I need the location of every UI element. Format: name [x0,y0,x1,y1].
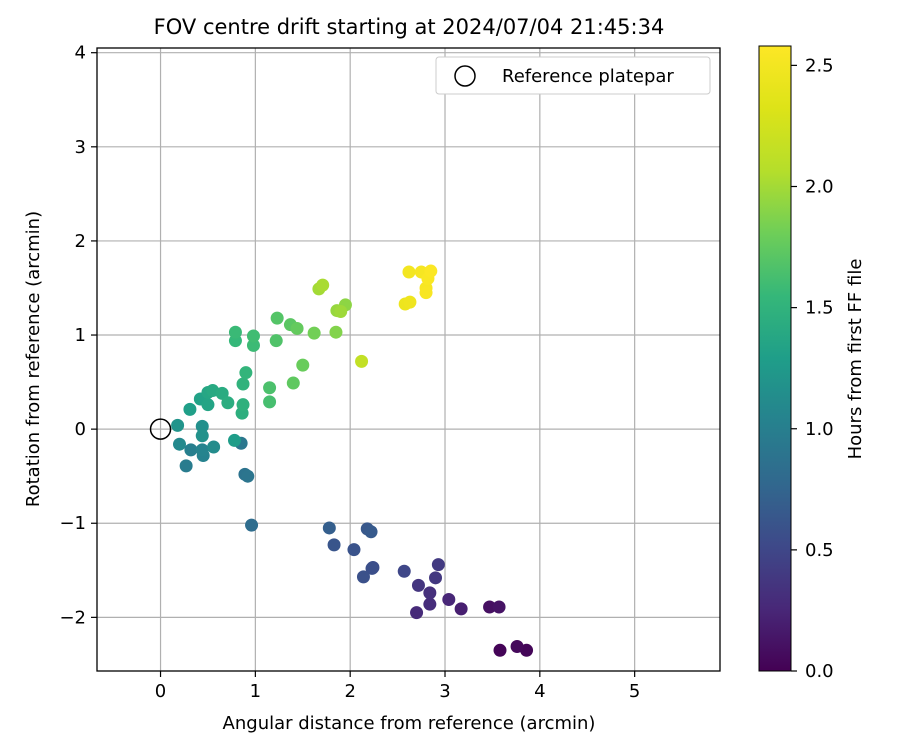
data-point [492,600,506,614]
data-point [397,564,411,578]
data-point [327,538,341,552]
reference-point [149,418,172,440]
data-point [493,643,507,657]
data-point [207,440,221,454]
data-point [410,606,424,620]
chart-title: FOV centre drift starting at 2024/07/04 … [154,15,665,39]
data-point [402,265,416,279]
plot-frame [96,47,721,672]
data-point [316,278,330,292]
data-point [228,325,242,339]
colorbar-tick-label: 0.0 [805,661,834,682]
data-point [423,586,437,600]
data-point [263,395,277,409]
colorbar-tick-label: 2.0 [805,177,834,198]
data-point [329,325,343,339]
grid-layer [97,48,720,671]
data-point [184,443,198,457]
data-point [246,329,260,343]
data-point [286,376,300,390]
data-point [171,418,185,432]
y-tick-label: 1 [75,325,86,346]
legend: Reference platepar [435,56,711,95]
data-point [195,419,209,433]
data-point [172,437,186,451]
data-point [296,358,310,372]
data-point [263,381,277,395]
data-point [454,602,468,616]
data-point [411,578,425,592]
x-axis-label: Angular distance from reference (arcmin) [223,713,596,734]
legend-label: Reference platepar [502,66,674,87]
data-point [269,334,283,348]
colorbar-tick-label: 2.5 [805,55,834,76]
data-point [195,443,209,457]
colorbar-tick-label: 1.5 [805,298,834,319]
data-point [356,570,370,584]
colorbar-tick-label: 0.5 [805,540,834,561]
x-tick-label: 2 [344,681,355,702]
data-point [419,286,433,300]
data-point [307,326,321,340]
data-point [347,543,361,557]
data-point [239,366,253,380]
data-point [483,600,497,614]
colorbar-ticks: 0.0 0.5 1.0 1.5 2.0 2.5 [791,55,834,682]
data-point [179,459,193,473]
colorbar-tick-label: 1.0 [805,419,834,440]
data-point [431,558,445,572]
data-point [334,305,348,319]
data-point [241,469,255,483]
legend-reference-marker [454,65,476,87]
y-tick-label: 0 [75,419,86,440]
x-tick-label: 5 [629,681,640,702]
data-point [429,571,443,585]
data-point [221,396,235,410]
data-point [290,321,304,335]
data-point [403,295,417,309]
x-tick-label: 1 [250,681,261,702]
y-tick-label: 3 [75,137,86,158]
data-point [355,354,369,368]
data-point [227,433,241,447]
data-point [423,597,437,611]
data-point [236,398,250,412]
y-tick-label: −2 [59,607,86,628]
data-point [246,338,260,352]
legend-box [435,56,711,95]
data-point [215,386,229,400]
data-point [424,264,438,278]
x-tick-label: 4 [534,681,545,702]
data-point [245,518,259,532]
x-tick-label: 0 [155,681,166,702]
data-point [270,311,284,325]
data-point [365,561,379,575]
data-point [442,592,456,606]
data-point [364,525,378,539]
colorbar [758,45,792,672]
data-point [195,429,209,443]
data-point [183,402,197,416]
ticks-layer: 0 1 2 3 4 5 −2 −1 0 1 2 3 4 [59,43,640,702]
x-tick-label: 3 [439,681,450,702]
data-point [201,398,215,412]
y-tick-label: 4 [75,43,86,64]
data-point [510,640,524,654]
y-axis-label: Rotation from reference (arcmin) [23,211,44,507]
data-point [322,521,336,535]
points-layer [171,264,534,657]
colorbar-label: Hours from first FF file [845,259,866,460]
y-tick-label: 2 [75,231,86,252]
data-point [236,377,250,391]
y-tick-label: −1 [59,513,86,534]
reference-layer [149,418,172,440]
